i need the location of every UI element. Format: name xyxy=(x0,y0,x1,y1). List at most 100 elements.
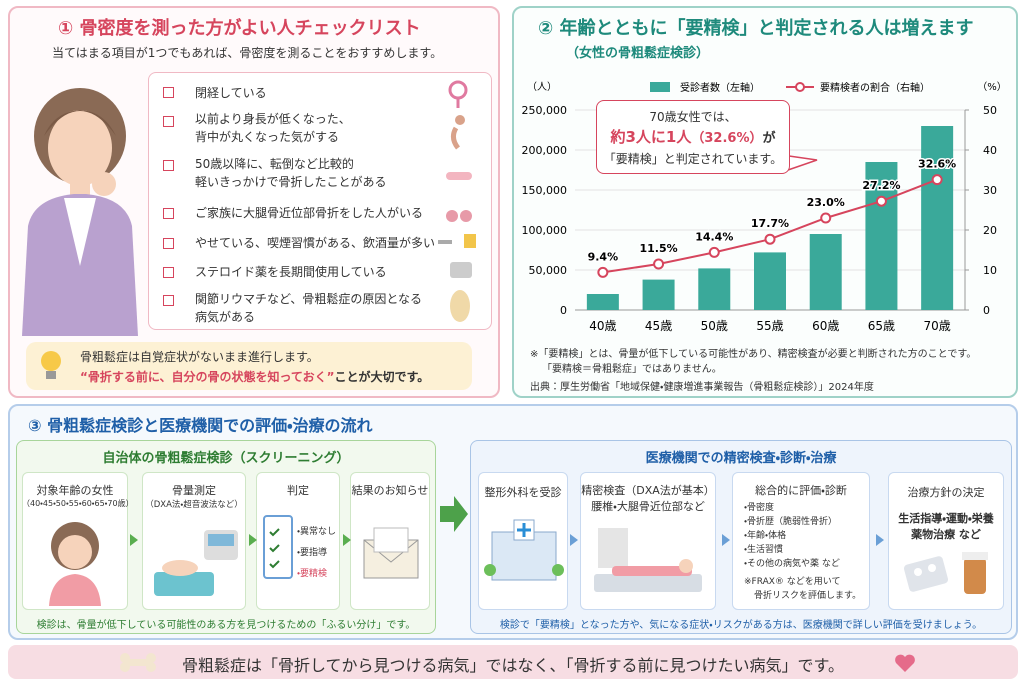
data-label: 11.5% xyxy=(639,242,677,255)
checkbox xyxy=(163,160,174,171)
dxa-icon xyxy=(594,528,702,592)
medicine-icon xyxy=(903,552,988,594)
bar xyxy=(698,268,731,310)
step-sub: 生活指導・運動・栄養 xyxy=(898,512,994,525)
clipboard-icon xyxy=(263,515,293,579)
line-point xyxy=(708,246,720,258)
step-title: 整形外科を受診 xyxy=(484,486,562,499)
y-tick-label: 200,000 xyxy=(522,144,568,157)
data-label: 27.2% xyxy=(862,179,900,192)
callout-pointer xyxy=(781,154,818,171)
checklist-item: ステロイド薬を長期間使用している xyxy=(195,265,387,279)
envelope-icon xyxy=(363,527,419,579)
x-tick-label: 65歳 xyxy=(868,319,895,333)
y-tick-label: 0 xyxy=(560,304,567,317)
checklist-item: 軽いきっかけで骨折したことがある xyxy=(195,175,387,189)
chart-note: ※「要精検」とは、骨量が低下している可能性があり、精密検査が必要と判断された方の… xyxy=(530,349,977,360)
chart-note: 「要精検＝骨粗鬆症」ではありません。 xyxy=(542,364,722,375)
note-text: “骨折する前に、自分の骨の状態を知っておく”ことが大切です。 xyxy=(80,368,429,385)
medical-title: 医療機関での精密検査・診断・治療 xyxy=(645,451,837,466)
line-point xyxy=(931,174,943,186)
step-title: 総合的に評価・診断 xyxy=(755,484,847,497)
line-point xyxy=(597,266,609,278)
legend-label: 受診者数（左軸） xyxy=(680,81,760,94)
step-title: 判定 xyxy=(287,484,309,497)
y-axis-label: （人） xyxy=(527,81,557,93)
step-title: 精密検査（DXA法が基本） xyxy=(581,484,715,497)
note-rest: ことが大切です。 xyxy=(334,370,430,384)
checkbox xyxy=(163,295,174,306)
checklist-item: 関節リウマチなど、骨粗鬆症の原因となる xyxy=(195,292,423,306)
y-tick-label: 50,000 xyxy=(529,264,568,277)
legend-label: 要精検者の割合（右軸） xyxy=(820,81,930,94)
bar xyxy=(754,252,786,310)
judgement-item: ・異常なし xyxy=(297,527,337,537)
checkbox xyxy=(163,238,174,249)
step-arrows xyxy=(570,534,884,546)
heart-icon xyxy=(895,654,915,672)
checkbox xyxy=(163,116,174,127)
bar xyxy=(921,126,954,310)
callout-tail: が xyxy=(762,131,776,146)
legend-marker xyxy=(650,82,670,92)
data-label: 14.4% xyxy=(695,230,733,243)
callout-text: 70歳女性では、 xyxy=(649,110,737,124)
chart-subtitle: （女性の骨粗鬆症検診） xyxy=(566,46,710,61)
y2-tick-label: 30 xyxy=(983,184,997,197)
y-tick-label: 150,000 xyxy=(522,184,568,197)
x-tick-label: 45歳 xyxy=(645,319,672,333)
banner-box xyxy=(8,645,1018,679)
legend-marker xyxy=(795,82,805,92)
y2-tick-label: 10 xyxy=(983,264,997,277)
eval-item: ・その他の病気や薬 など xyxy=(744,559,840,569)
step-card xyxy=(732,472,870,610)
eval-item: ・生活習慣 xyxy=(744,545,784,555)
woman-illustration xyxy=(22,88,138,336)
line-point xyxy=(875,195,887,207)
checklist-box xyxy=(148,72,492,330)
step-title: 結果のお知らせ xyxy=(351,484,429,497)
hospital-icon xyxy=(484,519,564,581)
checkbox xyxy=(163,87,174,98)
y2-axis-label: （%） xyxy=(977,81,1007,93)
line-point xyxy=(764,233,776,245)
checklist-item: 病気がある xyxy=(195,310,256,324)
judgement-item: ・要精検 xyxy=(297,569,328,579)
bar xyxy=(586,294,619,310)
step-title: 対象年齢の女性 xyxy=(36,484,114,497)
step-sub: 薬物治療 など xyxy=(911,528,981,541)
checklist-item: ご家族に大腿骨近位部骨折をした人がいる xyxy=(195,206,424,220)
step-sub: 腰椎・大腿骨近位部など xyxy=(591,500,705,513)
data-label: 9.4% xyxy=(588,250,619,263)
checklist-intro: 当てはまる項目が1つでもあれば、骨密度を測ることをおすすめします。 xyxy=(52,46,443,60)
checklist-item: 背中が丸くなった気がする xyxy=(195,130,340,144)
checkbox xyxy=(163,208,174,219)
checklist-item: やせている、喫煙習慣がある、飲酒量が多い xyxy=(195,236,436,250)
flow-title: ③ 骨粗鬆症検診と医療機関での評価・治療の流れ xyxy=(28,416,373,435)
checkbox xyxy=(163,267,174,278)
eval-sub: 骨折リスクを評価します。 xyxy=(754,591,862,601)
x-tick-label: 60歳 xyxy=(812,319,839,333)
bar xyxy=(865,162,898,310)
bulb-icon xyxy=(41,351,61,379)
banner-text: 骨粗鬆症は「骨折してから見つける病気」ではなく、「骨折する前に見つけたい病気」で… xyxy=(182,656,844,675)
chart-title: ② 年齢とともに「要精検」と判定される人は増えます xyxy=(538,18,974,39)
callout-text: 「要精検」と判定されています。 xyxy=(603,152,783,166)
data-label: 17.7% xyxy=(751,217,789,230)
screening-title: 自治体の骨粗鬆症検診（スクリーニング） xyxy=(102,451,350,466)
note-text: 骨粗鬆症は自覚症状がないまま進行します。 xyxy=(80,350,319,364)
y2-tick-label: 20 xyxy=(983,224,997,237)
line-point xyxy=(820,212,832,224)
bar xyxy=(809,234,842,310)
step-arrows xyxy=(130,534,351,546)
y-tick-label: 250,000 xyxy=(522,104,568,117)
x-tick-label: 55歳 xyxy=(756,319,783,333)
data-label: 32.6% xyxy=(918,158,956,171)
callout-percent: （32.6%） xyxy=(691,131,763,146)
x-tick-label: 70歳 xyxy=(924,319,951,333)
bone-icon xyxy=(120,653,156,672)
y2-tick-label: 0 xyxy=(983,304,990,317)
judgement-item: ・要指導 xyxy=(297,548,328,558)
x-tick-label: 40歳 xyxy=(589,319,616,333)
